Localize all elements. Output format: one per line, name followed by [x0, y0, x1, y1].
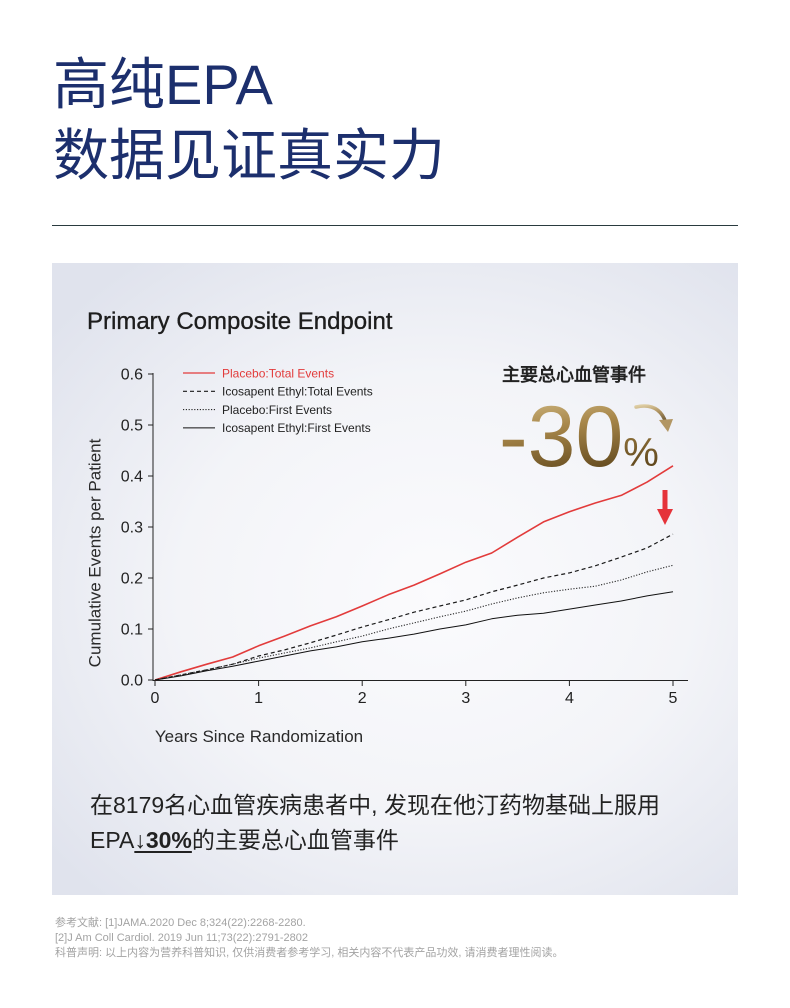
legend-label-2: Icosapent Ethyl:Total Events [222, 385, 373, 399]
summary-suffix: 的主要总心血管事件 [191, 827, 399, 853]
callout-percent-sign: % [623, 431, 659, 475]
x-tick-label: 2 [358, 690, 367, 707]
x-tick-label: 4 [565, 690, 574, 707]
page-title-line-2: 数据见证真实力 [53, 124, 445, 187]
y-axis-ticks: 0.0 0.1 0.2 0.3 0.4 0.5 0.6 [121, 367, 153, 690]
series-line-2 [154, 533, 674, 681]
reference-2: [2]J Am Coll Cardiol. 2019 Jun 11;73(22)… [55, 932, 308, 944]
header-divider [52, 225, 738, 226]
x-axis-ticks: 0 1 2 3 4 5 [151, 680, 678, 707]
callout-value-number: -30 [499, 389, 623, 485]
y-tick-label: 0.6 [121, 367, 143, 384]
footer: 参考文献: [1]JAMA.2020 Dec 8;324(22):2268-22… [55, 916, 563, 961]
y-tick-label: 0.3 [121, 520, 143, 537]
legend: Placebo:Total Events Icosapent Ethyl:Tota… [183, 366, 373, 435]
x-tick-label: 5 [669, 690, 678, 707]
summary-prefix: EPA [90, 827, 135, 853]
x-tick-label: 3 [461, 690, 470, 707]
legend-label-4: Icosapent Ethyl:First Events [222, 421, 371, 435]
curved-arrow-icon [634, 404, 673, 432]
summary-line-1: 在8179名心血管疾病患者中, 发现在他汀药物基础上服用 [90, 792, 660, 818]
summary-highlight: ↓30% [134, 827, 192, 853]
chart: 0.0 0.1 0.2 0.3 0.4 0.5 0.6 0 1 2 3 4 5 Cumulative … [85, 364, 688, 746]
down-arrow-icon [657, 490, 673, 525]
y-tick-label: 0.1 [121, 622, 143, 639]
disclaimer: 科普声明: 以上内容为营养科普知识, 仅供消费者参考学习, 相关内容不代表产品功… [55, 947, 564, 959]
page-title-line-1: 高纯EPA [53, 53, 273, 116]
chart-title: Primary Composite Endpoint [87, 308, 393, 335]
reference-1: 参考文献: [1]JAMA.2020 Dec 8;324(22):2268-22… [55, 917, 306, 929]
summary-line-2: EPA↓30%的主要总心血管事件 [90, 825, 399, 855]
x-axis-title: Years Since Randomization [155, 727, 363, 746]
x-tick-label: 1 [254, 690, 263, 707]
y-tick-label: 0.2 [121, 571, 143, 588]
y-tick-label: 0.4 [121, 469, 143, 486]
series-layer [154, 465, 674, 681]
y-tick-label: 0.0 [121, 673, 143, 690]
callout-value: -30% [499, 389, 659, 485]
legend-label-3: Placebo:First Events [222, 403, 332, 417]
x-tick-label: 0 [151, 690, 160, 707]
y-axis-title: Cumulative Events per Patient [85, 438, 104, 667]
series-line-1 [154, 465, 674, 681]
series-line-4 [154, 591, 674, 681]
callout-label: 主要总心血管事件 [502, 364, 646, 385]
legend-label-1: Placebo:Total Events [222, 366, 334, 380]
series-line-3 [154, 564, 674, 681]
y-tick-label: 0.5 [121, 418, 143, 435]
